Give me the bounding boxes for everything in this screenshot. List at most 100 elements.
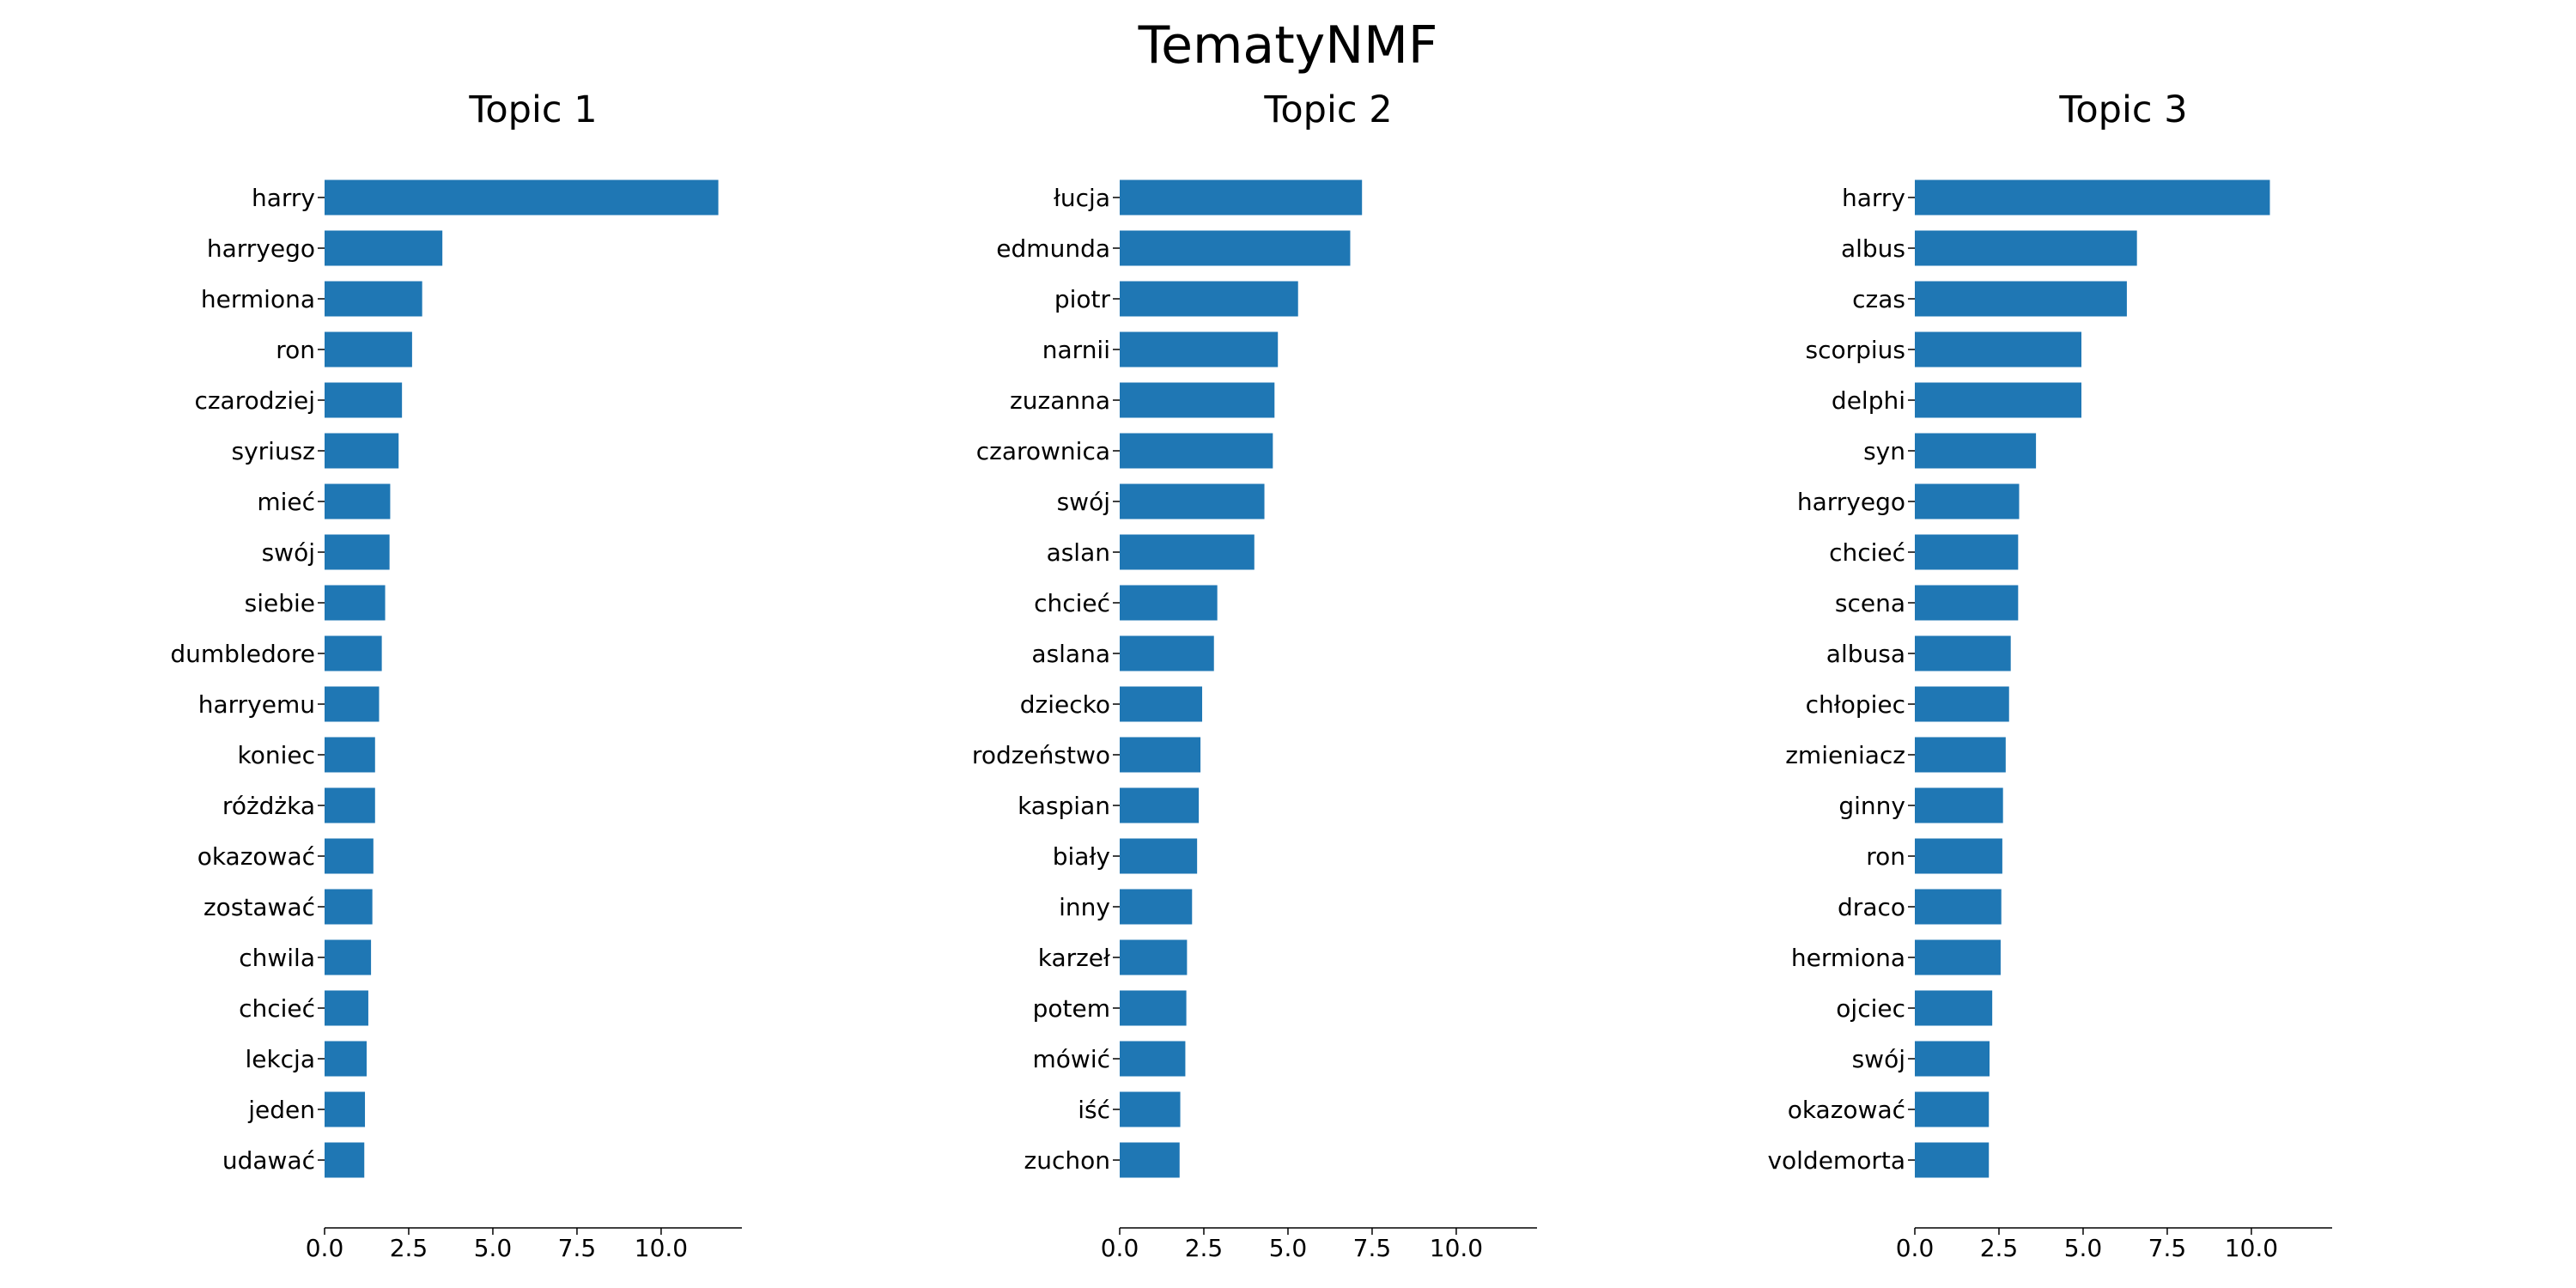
bar [1915,179,2270,216]
bar [1915,686,2009,722]
y-tick-label: hermiona [1791,944,1905,972]
bar [1120,230,1351,266]
y-tick-label: delphi [1832,386,1905,415]
bar [1120,1142,1180,1178]
bar [1120,939,1188,975]
bar [325,737,375,773]
y-tick-label: różdżka [222,792,315,820]
y-tick-label: swój [1057,488,1110,516]
bar [325,331,412,368]
y-tick-label: jeden [247,1096,315,1124]
bar [1915,1091,1990,1127]
y-tick-label: biały [1053,842,1110,871]
x-tick-label: 2.5 [390,1234,428,1262]
y-tick-label: udawać [222,1146,315,1175]
bar [1915,585,2019,621]
y-tick-label: aslana [1031,640,1110,668]
y-tick-label: harry [252,184,315,212]
bar [325,483,391,519]
x-tick-label: 5.0 [2064,1234,2103,1262]
y-tick-label: ron [1866,842,1905,871]
y-tick-label: zuzanna [1010,386,1110,415]
bar [325,1091,366,1127]
bar [325,534,390,570]
y-tick-label: chwila [239,944,315,972]
bar [1120,990,1187,1026]
bar [1120,281,1298,317]
y-tick-label: zmieniacz [1785,741,1905,769]
y-tick-label: draco [1838,893,1905,921]
y-tick-label: harry [1842,184,1905,212]
y-tick-label: koniec [238,741,316,769]
bar [325,1142,365,1178]
y-tick-label: czarodziej [194,386,315,415]
bar [1915,382,2082,418]
x-tick-label: 7.5 [1353,1234,1392,1262]
y-tick-label: mówić [1033,1045,1110,1073]
y-tick-label: kaspian [1018,792,1110,820]
bar [1915,483,2020,519]
y-tick-label: potem [1033,994,1110,1023]
x-tick-label: 0.0 [1896,1234,1935,1262]
x-tick-label: 0.0 [1101,1234,1139,1262]
y-tick-label: chłopiec [1806,690,1905,719]
y-tick-label: aslan [1047,538,1110,567]
bar [325,1041,367,1077]
y-tick-label: harryego [1797,488,1905,516]
y-tick-label: siebie [245,589,315,617]
panel-title: Topic 3 [2058,88,2187,131]
y-tick-label: ron [276,336,315,364]
y-tick-label: piotr [1054,285,1111,313]
bar [1915,331,2082,368]
panel-title: Topic 2 [1263,88,1392,131]
y-tick-label: lekcja [245,1045,315,1073]
bar [1915,990,1993,1026]
y-tick-label: scena [1835,589,1905,617]
y-tick-label: okazować [197,842,315,871]
x-tick-label: 0.0 [306,1234,344,1262]
y-tick-label: swój [1852,1045,1905,1073]
y-tick-label: czas [1852,285,1905,313]
y-tick-label: syriusz [232,437,315,465]
x-tick-label: 7.5 [558,1234,597,1262]
bar [1120,1041,1186,1077]
bar [325,686,380,722]
y-tick-label: edmunda [996,234,1110,263]
bar [1120,1091,1181,1127]
x-tick-label: 2.5 [1185,1234,1224,1262]
y-tick-label: zostawać [204,893,315,921]
bar [1120,838,1198,874]
y-tick-label: łucja [1054,184,1110,212]
bar [1915,1142,1990,1178]
x-tick-label: 5.0 [1269,1234,1308,1262]
y-tick-label: ojciec [1836,994,1905,1023]
y-tick-label: iść [1078,1096,1110,1124]
y-tick-label: okazować [1788,1096,1905,1124]
y-tick-label: czarownica [976,437,1110,465]
bar [1915,838,2002,874]
y-tick-label: scorpius [1805,336,1905,364]
bar [1120,787,1200,823]
y-tick-label: zuchon [1024,1146,1110,1175]
y-tick-label: harryemu [198,690,315,719]
y-tick-label: albusa [1826,640,1905,668]
bar [325,635,382,671]
bar [325,382,403,418]
bar [1120,433,1273,469]
y-tick-label: narnii [1042,336,1110,364]
bar [325,939,372,975]
y-tick-label: chcieć [1034,589,1110,617]
bar [325,889,373,925]
bar [1915,889,2002,925]
x-tick-label: 2.5 [1980,1234,2019,1262]
y-tick-label: syn [1863,437,1905,465]
x-tick-label: 10.0 [1430,1234,1483,1262]
y-tick-label: karzeł [1038,944,1110,972]
y-tick-label: harryego [207,234,315,263]
y-tick-label: swój [262,538,315,567]
bar [1915,737,2006,773]
bar [1915,230,2137,266]
bar [1120,483,1265,519]
x-tick-label: 7.5 [2148,1234,2187,1262]
bar [325,990,368,1026]
